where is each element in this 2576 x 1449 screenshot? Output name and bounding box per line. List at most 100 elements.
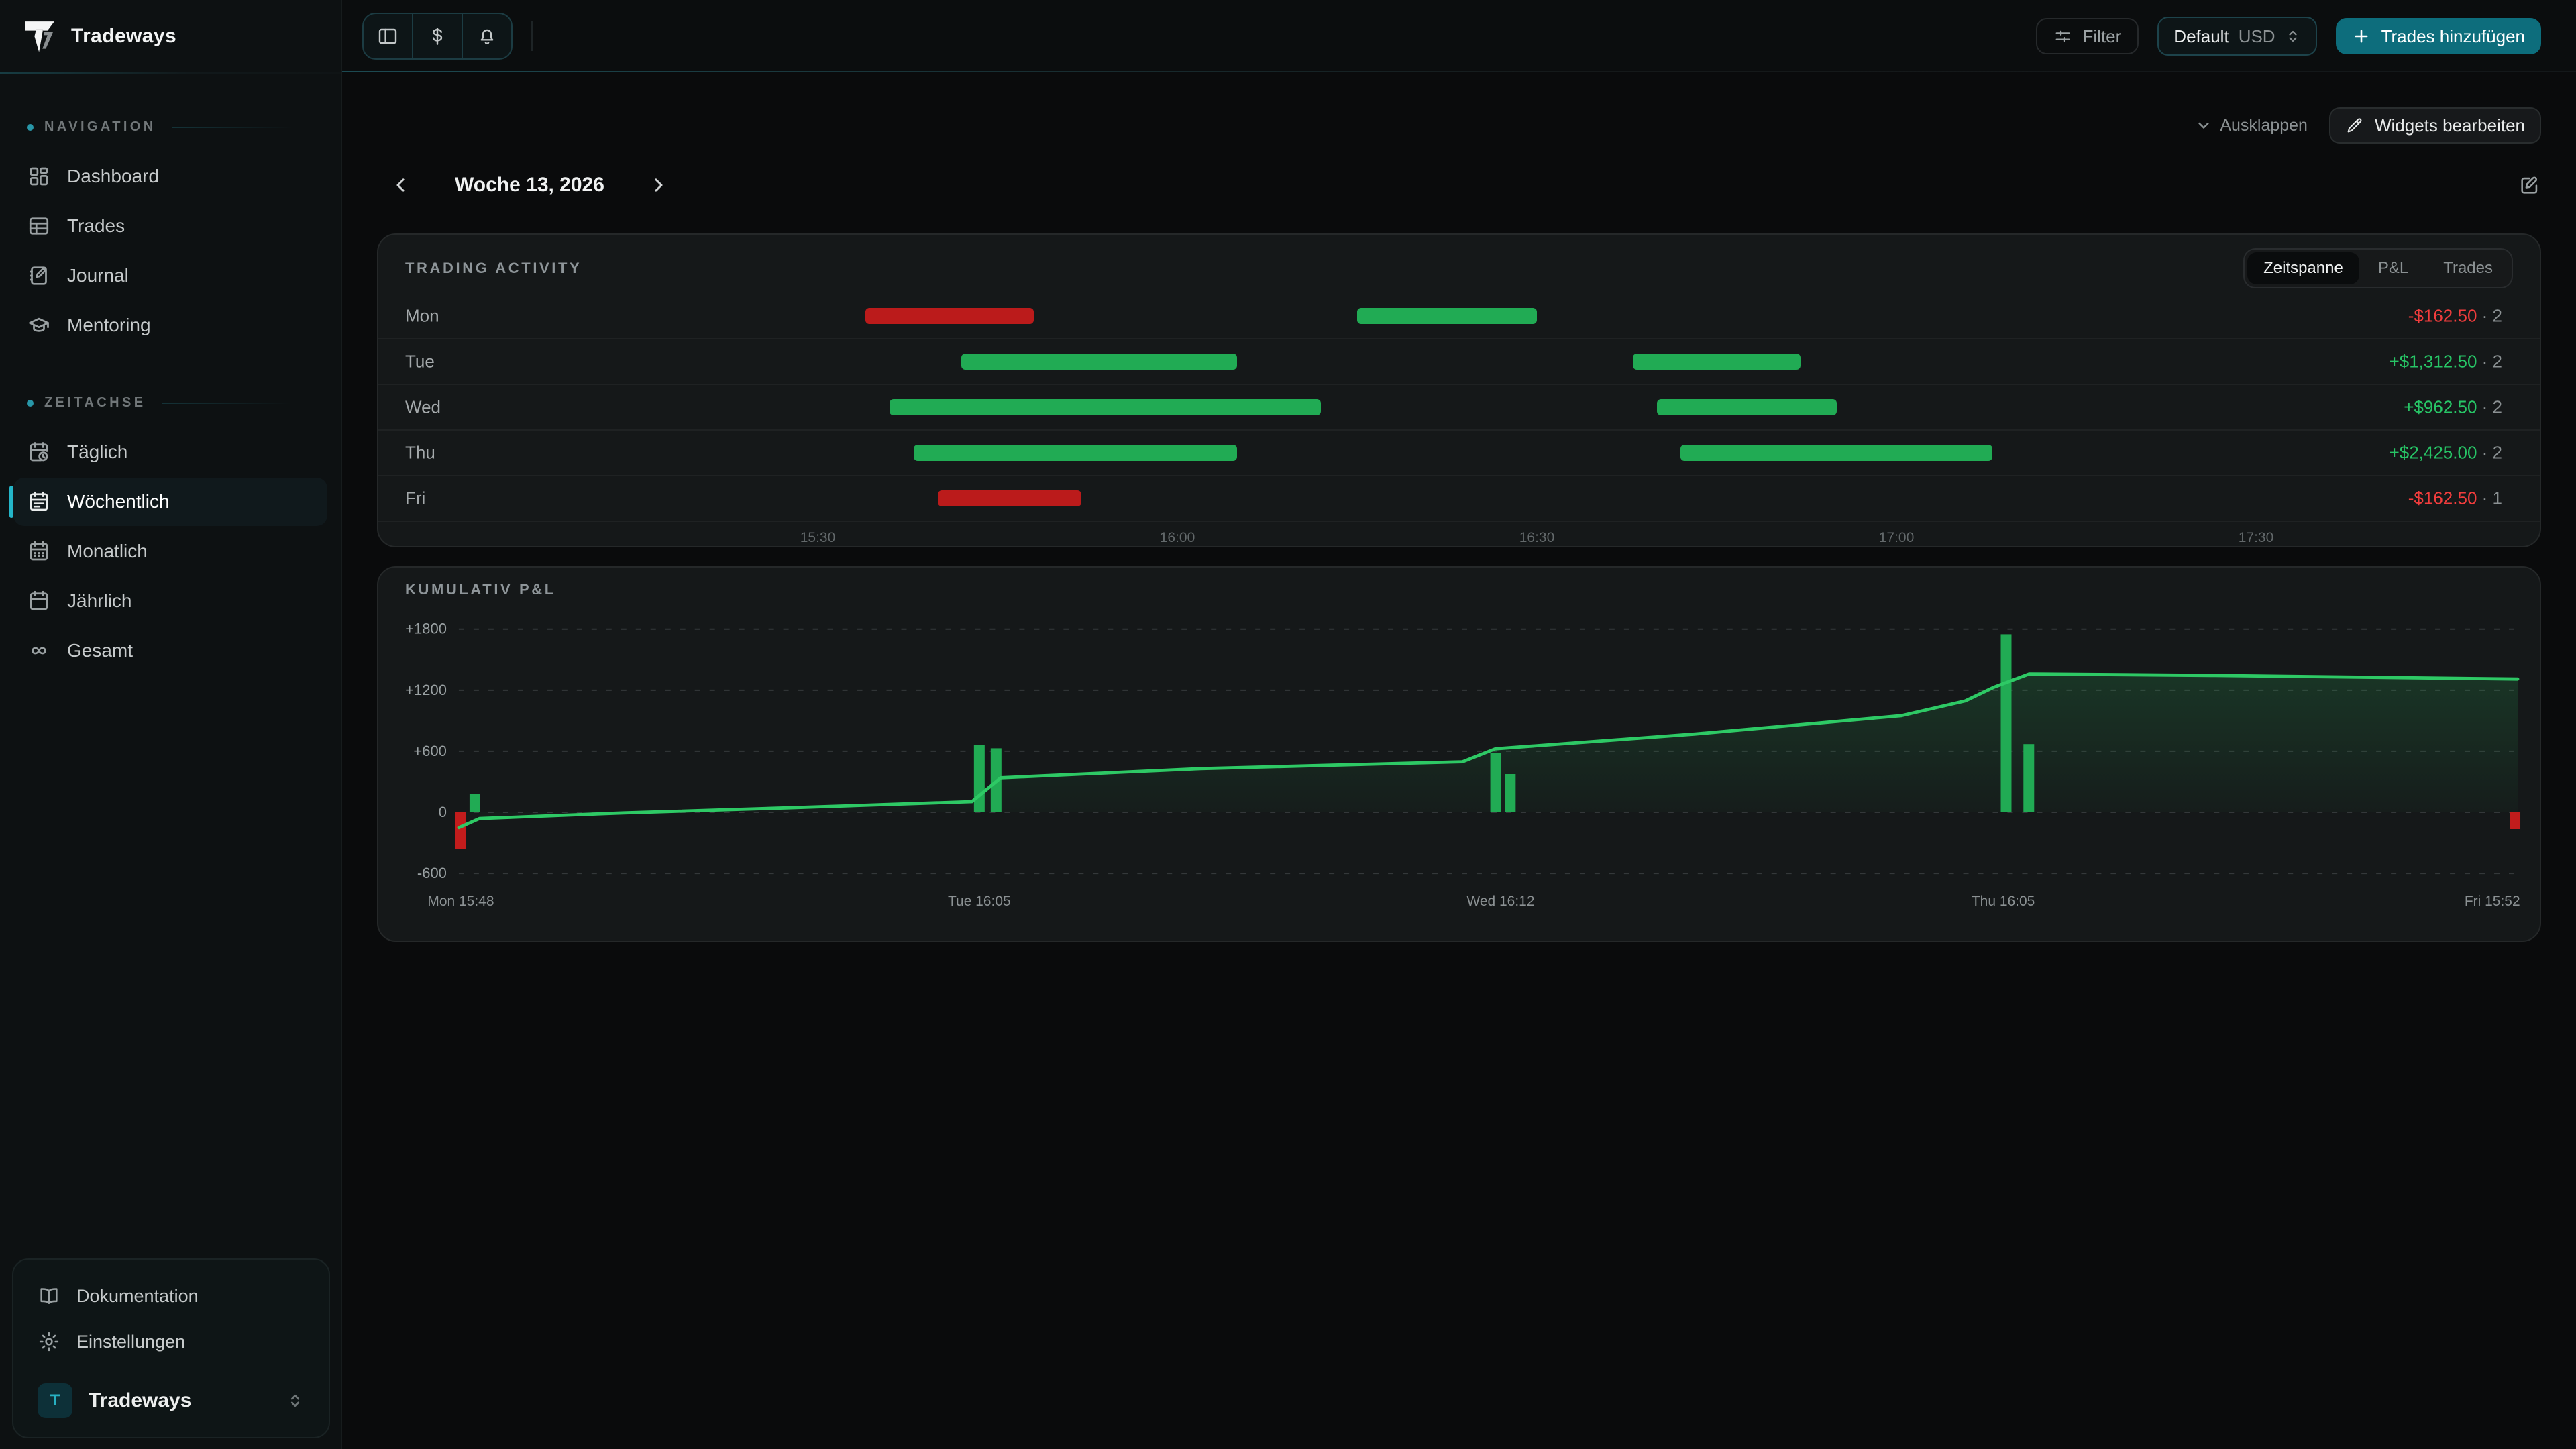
trade-session-bar[interactable] [1632,354,1801,370]
journal-icon [27,264,51,288]
y-axis-label: +1800 [405,621,447,637]
section-line [172,126,314,128]
day-label: Wed [405,396,441,417]
bell-button[interactable] [463,14,511,58]
trade-pnl-bar[interactable] [2000,634,2012,812]
calendar-week-icon [27,490,51,514]
sidebar-item-label: Journal [67,265,129,286]
cumulative-widget-title: KUMULATIV P&L [405,581,556,598]
trade-session-bar[interactable] [1680,445,1992,461]
trade-session-bar[interactable] [1656,399,1837,415]
cumulative-pnl-chart: +1800 +1200 +600 0 -600 Mon 15:48 Tue 16:05 Wed… [405,621,2521,909]
sidebar-footer-panel: Dokumentation Einstellungen T Tradeways [12,1258,330,1438]
trade-pnl-bar[interactable] [973,745,985,812]
activity-time-axis: 15:30 16:00 16:30 17:00 17:30 [378,522,2540,555]
cumulative-widget-header: KUMULATIV P&L [378,568,2540,598]
time-axis-label: 15:30 [800,530,836,545]
sidebar-section-label: NAVIGATION [13,119,327,135]
graduation-cap-icon [27,313,51,337]
trade-count: · 2 [2477,442,2502,463]
day-label: Mon [405,305,439,326]
sidebar-item-journal[interactable]: Journal [13,252,327,300]
sidebar-item-monatlich[interactable]: Monatlich [13,527,327,576]
trade-session-bar[interactable] [913,445,1238,461]
section-dot-icon [27,399,34,407]
filter-button[interactable]: Filter [2035,18,2139,54]
sidebar-section-label: ZEITACHSE [13,395,327,411]
activity-widget-header: TRADING ACTIVITY Zeitspanne P&L Trades [378,235,2540,288]
trade-session-bar[interactable] [961,354,1238,370]
trade-count: · 2 [2477,351,2502,372]
sidebar-item-t-glich[interactable]: Täglich [13,428,327,476]
edit-widgets-button[interactable]: Widgets bearbeiten [2328,107,2541,144]
activity-row-mon: Mon -$162.50 · 2 [378,294,2540,339]
topbar: Filter Default USD Trades hinzufügen [342,0,2576,72]
y-axis-label: +600 [413,743,447,759]
edit-widgets-label: Widgets bearbeiten [2374,115,2525,136]
account-name: Tradeways [89,1389,192,1411]
trade-session-bar[interactable] [937,490,1082,506]
chevron-down-icon [2198,122,2210,129]
filter-label: Filter [2082,25,2122,46]
tab-p-l[interactable]: P&L [2377,259,2409,277]
chevron-up-down-icon [290,1395,300,1407]
activity-rows: Mon -$162.50 · 2 Tue +$1,312.50 · 2 Wed +$962… [378,294,2540,522]
calendar-month-icon [27,539,51,564]
section-label-text: ZEITACHSE [44,395,146,410]
trade-pnl-bar[interactable] [455,812,466,849]
pencil-icon [2347,118,2362,133]
trade-pnl-bar[interactable] [2510,812,2521,829]
sidebar-item-mentoring[interactable]: Mentoring [13,301,327,350]
sidebar-item-trades[interactable]: Trades [13,202,327,250]
cumulative-pnl-line [457,672,2520,830]
icon-pill-separator [412,14,413,58]
previous-week-button[interactable] [382,166,420,204]
sidebar-item-j-hrlich[interactable]: Jährlich [13,577,327,625]
section-label-text: NAVIGATION [44,119,156,134]
currency-profile: Default [2174,25,2229,46]
trade-pnl-bar[interactable] [1490,753,1501,812]
trade-pnl-bar[interactable] [469,794,480,812]
sidebar-section: NAVIGATION Dashboard Trades Journal Mentorin… [0,119,341,350]
footer-item-einstellungen[interactable]: Einstellungen [24,1319,318,1364]
brand-name: Tradeways [71,25,177,47]
sidebar-item-w-chentlich[interactable]: Wöchentlich [9,478,327,526]
dollar-button[interactable] [413,14,462,58]
trade-count: · 1 [2477,488,2502,508]
sidebar-item-gesamt[interactable]: Gesamt [13,627,327,675]
x-axis-labels: Mon 15:48 Tue 16:05 Wed 16:12 Thu 16:05 Fri … [427,894,2520,909]
bell-icon [476,25,498,47]
panel-left-button[interactable] [364,14,412,58]
y-axis-label: -600 [417,865,447,881]
pnl-amount: +$2,425.00 [2389,442,2477,463]
trade-session-bar[interactable] [890,399,1322,415]
footer-item-label: Einstellungen [76,1331,186,1352]
collapse-link[interactable]: Ausklappen [2196,116,2308,136]
pnl-amount: -$162.50 [2408,305,2477,326]
y-axis-label: 0 [439,804,447,820]
sidebar-item-dashboard[interactable]: Dashboard [13,152,327,201]
trade-session-bar[interactable] [1357,308,1537,324]
calendar-clock-icon [27,440,51,464]
trade-session-bar[interactable] [865,308,1034,324]
sidebar-section: ZEITACHSE Täglich Wöchentlich Monatlich Jähr… [0,395,341,675]
tab-zeitspanne[interactable]: Zeitspanne [2247,252,2359,284]
trade-pnl-bar[interactable] [2023,744,2035,812]
currency-selector[interactable]: Default USD [2157,17,2317,56]
footer-item-dokumentation[interactable]: Dokumentation [24,1273,318,1319]
week-navigation: Woche 13, 2026 [377,166,2541,204]
trade-pnl-bar[interactable] [1505,774,1516,812]
tab-trades[interactable]: Trades [2443,259,2493,277]
pnl-amount: +$962.50 [2404,396,2477,417]
sidebar-spacer [0,676,341,1258]
next-week-button[interactable] [639,166,677,204]
day-pnl-value: -$162.50 · 2 [2408,306,2502,327]
activity-row-wed: Wed +$962.50 · 2 [378,385,2540,431]
add-trades-button[interactable]: Trades hinzufügen [2335,18,2541,54]
infinity-icon [27,639,51,663]
pnl-amount: -$162.50 [2408,488,2477,508]
account-switcher[interactable]: T Tradeways [24,1370,318,1426]
trade-pnl-bars [455,634,2521,849]
edit-layout-button[interactable] [2518,174,2541,197]
